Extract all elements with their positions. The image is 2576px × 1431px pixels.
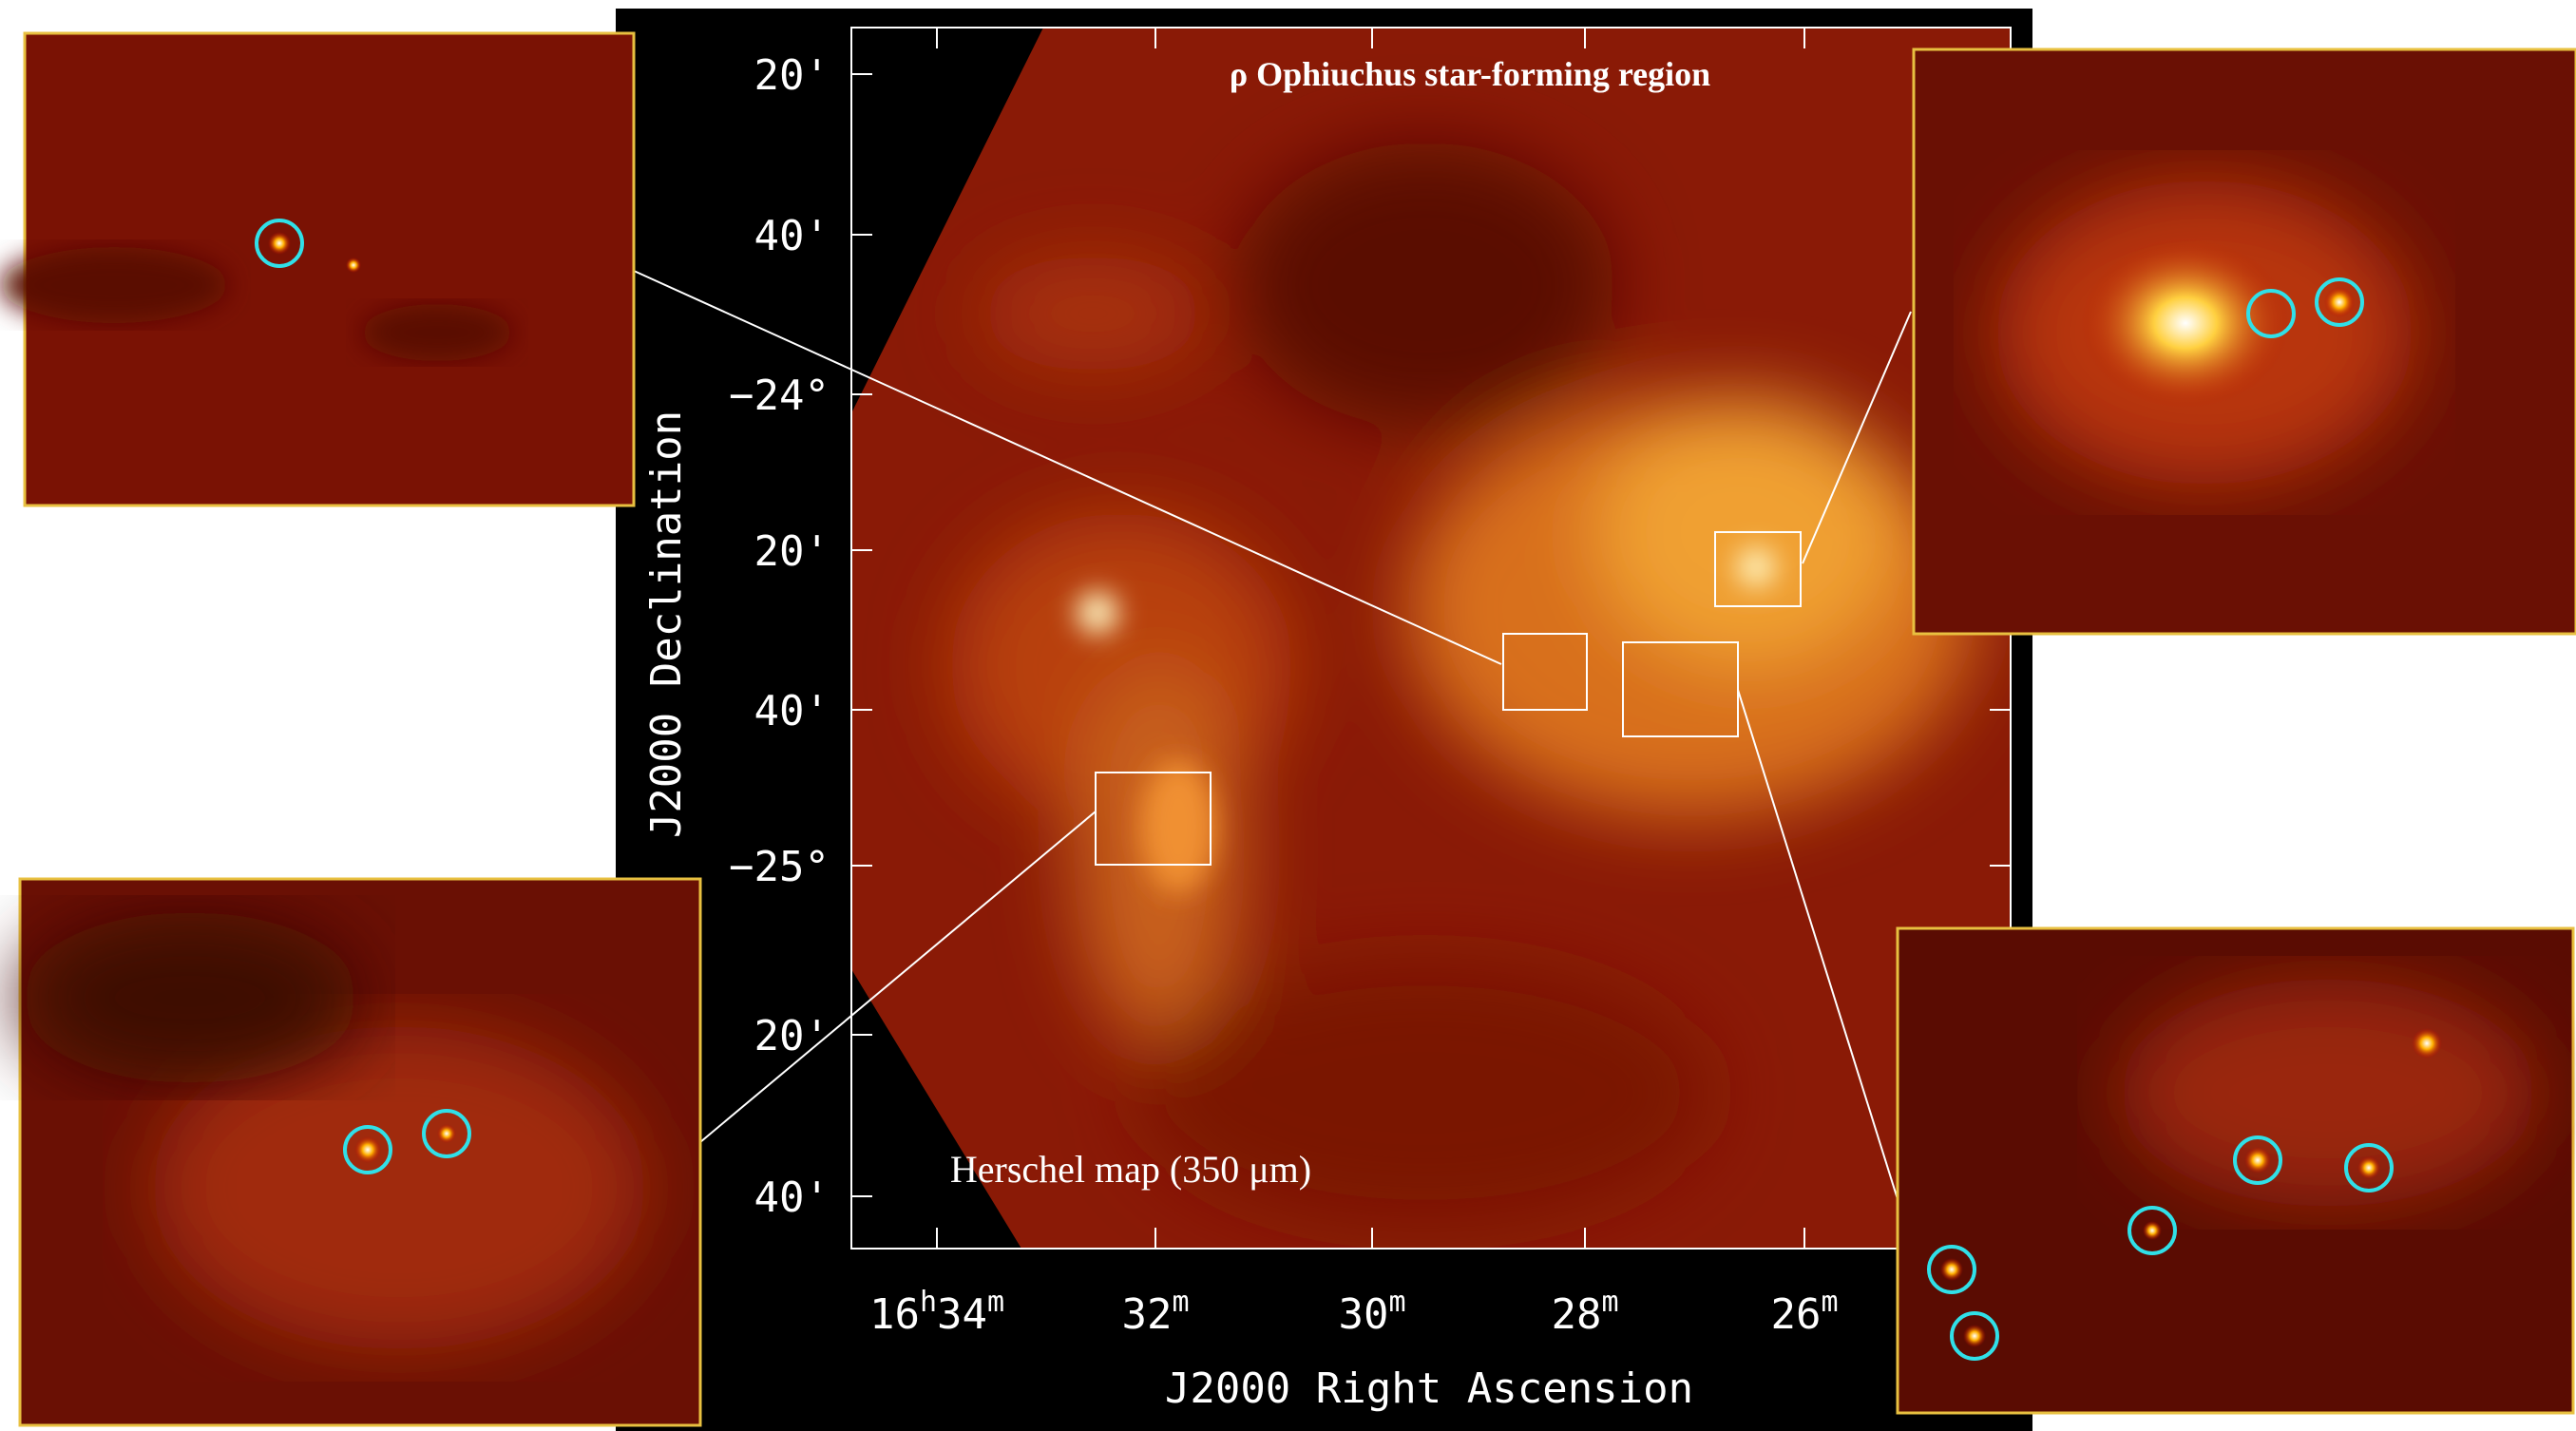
x-tick-number: 30 xyxy=(1338,1290,1388,1339)
x-tick-label: 16h34m xyxy=(869,1286,1004,1339)
map xyxy=(851,28,2011,1249)
x-tick-unit: h xyxy=(920,1286,937,1319)
y-tick-label: 20' xyxy=(754,527,830,576)
y-tick-label: 40' xyxy=(754,687,830,735)
y-tick-label: −25° xyxy=(729,843,830,891)
y-tick-label: 40' xyxy=(754,1173,830,1222)
x-tick-number: 28 xyxy=(1551,1290,1601,1339)
x-axis-label: J2000 Right Ascension xyxy=(1165,1364,1693,1413)
x-tick-number: 34 xyxy=(937,1290,987,1339)
x-tick-unit: m xyxy=(1601,1286,1618,1319)
annotation: Herschel map (350 μm) xyxy=(950,1148,1311,1191)
inset-top-right xyxy=(1914,49,2576,634)
x-tick-number: 26 xyxy=(1770,1290,1821,1339)
y-tick-label: −24° xyxy=(729,372,830,420)
title: ρ Ophiuchus star-forming region xyxy=(1230,55,1710,93)
x-tick-number: 32 xyxy=(1121,1290,1172,1339)
x-tick-unit: m xyxy=(1388,1286,1405,1319)
x-tick-number: 16 xyxy=(869,1290,920,1339)
inset-bottom-left xyxy=(19,879,700,1425)
inset-top-left xyxy=(0,33,634,506)
figure: ρ Ophiuchus star-forming region Herschel… xyxy=(0,0,2576,1431)
y-axis-label: J2000 Declination xyxy=(642,410,691,838)
y-tick-label: 20' xyxy=(754,51,830,100)
x-tick-unit: m xyxy=(987,1286,1004,1319)
y-tick-label: 20' xyxy=(754,1012,830,1060)
y-tick-label: 40' xyxy=(754,212,830,260)
x-tick-unit: m xyxy=(1172,1286,1189,1319)
x-tick-unit: m xyxy=(1821,1286,1838,1319)
inset-bottom-right xyxy=(1898,928,2573,1413)
